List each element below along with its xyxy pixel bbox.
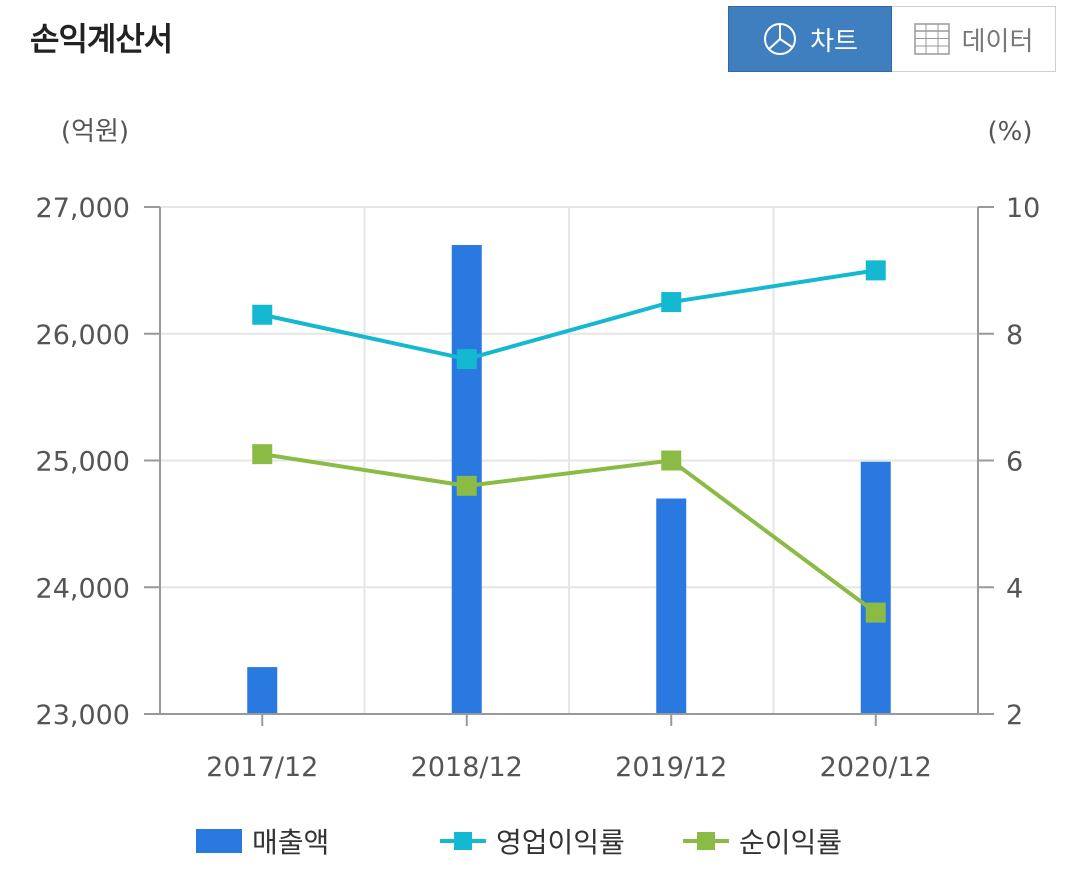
- point-operating-margin: [252, 304, 273, 325]
- point-net-margin: [865, 602, 886, 623]
- legend-swatch-operating-margin: [440, 829, 486, 853]
- legend-label-net-margin: 순이익률: [739, 826, 843, 859]
- point-operating-margin: [456, 349, 477, 370]
- right-axis-tick-label: 6: [1006, 447, 1023, 478]
- point-net-margin: [456, 475, 477, 496]
- page-title: 손익계산서: [30, 20, 173, 58]
- legend-swatch-revenue: [196, 829, 242, 853]
- left-axis-unit: (억원): [61, 117, 129, 147]
- x-axis-tick-label: 2020/12: [820, 752, 932, 783]
- right-axis-tick-label: 4: [1006, 573, 1023, 604]
- left-axis-tick-label: 23,000: [36, 700, 130, 731]
- left-axis-tick-label: 24,000: [36, 573, 130, 604]
- view-toggle: 차트 데이터: [728, 6, 1056, 72]
- point-operating-margin: [661, 292, 682, 313]
- chart-legend: 매출액 영업이익률 순이익률: [0, 818, 1080, 864]
- right-axis-tick-label: 2: [1006, 700, 1023, 731]
- data-view-button[interactable]: 데이터: [892, 6, 1056, 72]
- chart-view-label: 차트: [810, 26, 858, 57]
- chart-area: (억원) (%) 23,000 2 24,000 4 25,000 6 26,000 8 27,…: [36, 117, 1041, 783]
- legend-swatch-net-margin: [683, 829, 729, 853]
- chart-view-button[interactable]: 차트: [728, 6, 892, 72]
- x-axis-tick-label: 2018/12: [411, 752, 523, 783]
- legend-label-revenue: 매출액: [252, 826, 330, 859]
- line-net-margin: [261, 452, 877, 615]
- point-net-margin: [661, 450, 682, 471]
- legend-label-operating-margin: 영업이익률: [496, 826, 625, 859]
- left-axis-tick-label: 26,000: [36, 320, 130, 351]
- legend-item-net-margin[interactable]: 순이익률: [683, 818, 842, 864]
- table-grid-icon: [913, 23, 950, 55]
- point-operating-margin: [865, 260, 886, 281]
- data-view-label: 데이터: [961, 26, 1034, 57]
- point-net-margin: [252, 444, 273, 465]
- bar-revenue: [860, 461, 891, 714]
- legend-item-revenue[interactable]: 매출액: [196, 818, 329, 864]
- bar-revenue: [656, 498, 687, 714]
- right-axis-tick-label: 8: [1006, 320, 1023, 351]
- bar-revenue: [247, 667, 278, 714]
- line-operating-margin: [261, 268, 877, 362]
- pie-chart-icon: [762, 21, 798, 57]
- left-axis-tick-label: 27,000: [36, 193, 130, 224]
- x-axis-tick-label: 2017/12: [206, 752, 318, 783]
- right-axis-tick-label: 10: [1006, 193, 1040, 224]
- x-axis-tick-label: 2019/12: [615, 752, 727, 783]
- right-axis-unit: (%): [988, 117, 1033, 147]
- legend-item-operating-margin[interactable]: 영업이익률: [440, 818, 625, 864]
- left-axis-tick-label: 25,000: [36, 447, 130, 478]
